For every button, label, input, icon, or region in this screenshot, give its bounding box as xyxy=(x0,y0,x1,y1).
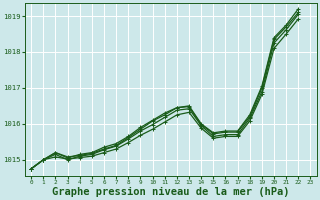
X-axis label: Graphe pression niveau de la mer (hPa): Graphe pression niveau de la mer (hPa) xyxy=(52,186,290,197)
